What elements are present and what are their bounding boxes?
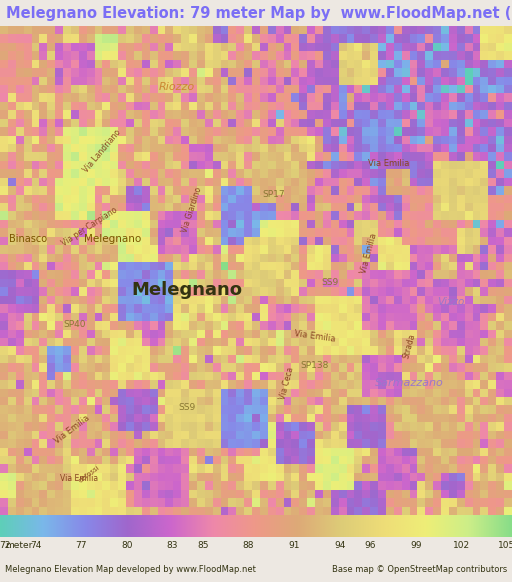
Text: 72: 72: [0, 541, 11, 549]
Text: Via Emilia: Via Emilia: [369, 158, 410, 168]
Text: Base map © OpenStreetMap contributors: Base map © OpenStreetMap contributors: [332, 565, 507, 574]
Text: Via Emilia: Via Emilia: [52, 413, 91, 446]
Text: Melegnano: Melegnano: [132, 281, 242, 299]
Text: Via Emilia: Via Emilia: [359, 232, 378, 275]
Text: SP40: SP40: [63, 320, 86, 329]
Text: 88: 88: [243, 541, 254, 549]
Text: Melegnano: Melegnano: [84, 234, 141, 244]
Text: Melegnano Elevation: 79 meter Map by  www.FloodMap.net (beta): Melegnano Elevation: 79 meter Map by www…: [6, 6, 512, 20]
Text: Via per Carpiano: Via per Carpiano: [60, 205, 119, 248]
Text: Sarmazzano: Sarmazzano: [375, 378, 444, 388]
Text: 105: 105: [498, 541, 512, 549]
Text: meter: meter: [5, 541, 32, 550]
Text: Via Emilia: Via Emilia: [60, 474, 98, 483]
Text: SP17: SP17: [263, 190, 285, 200]
Text: 80: 80: [121, 541, 133, 549]
Text: SS9: SS9: [178, 403, 196, 412]
Text: Binasco: Binasco: [9, 234, 47, 244]
Text: Via Landriano: Via Landriano: [82, 127, 123, 174]
Text: Strada: Strada: [402, 333, 417, 360]
Text: 102: 102: [453, 541, 470, 549]
Text: 99: 99: [410, 541, 421, 549]
Text: Vizzo: Vizzo: [437, 297, 464, 307]
Text: Melegnano Elevation Map developed by www.FloodMap.net: Melegnano Elevation Map developed by www…: [5, 565, 256, 574]
Text: Via Emilia: Via Emilia: [294, 329, 336, 344]
Text: 83: 83: [166, 541, 178, 549]
Text: SS9: SS9: [322, 278, 339, 288]
Text: SP138: SP138: [301, 361, 329, 371]
Text: 85: 85: [197, 541, 208, 549]
Text: Via Ceca: Via Ceca: [278, 366, 295, 400]
Text: Via Giardino: Via Giardino: [180, 186, 204, 233]
Text: 74: 74: [30, 541, 41, 549]
Text: 94: 94: [334, 541, 345, 549]
Text: Riozzo: Riozzo: [159, 82, 195, 93]
Text: defossí: defossí: [78, 464, 101, 483]
Text: 96: 96: [364, 541, 376, 549]
Text: 77: 77: [75, 541, 87, 549]
Text: 91: 91: [288, 541, 300, 549]
